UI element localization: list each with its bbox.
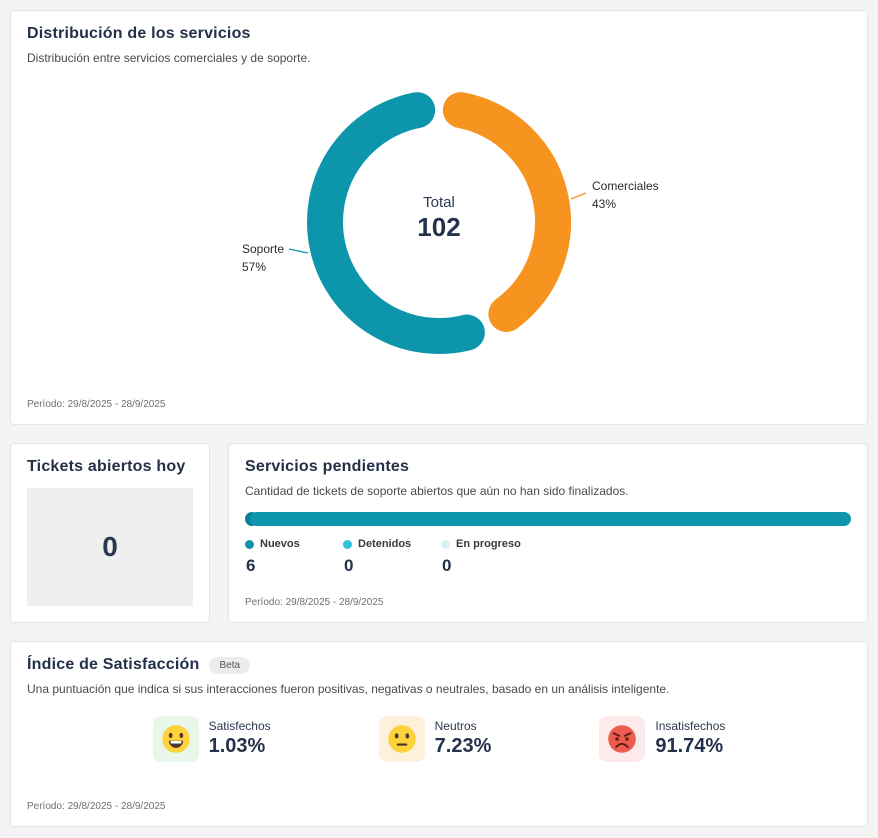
- pending-card-title: Servicios pendientes: [245, 458, 410, 475]
- donut-segment-comerciales: [442, 92, 571, 332]
- satisfied-emoji-box: [152, 716, 199, 762]
- services-donut-chart: Comerciales 43% Soporte 57% Total 102: [27, 65, 851, 399]
- neutros-label: Neutros: [434, 719, 477, 733]
- nuevos-label: Nuevos: [260, 538, 300, 550]
- pending-card: Servicios pendientes Cantidad de tickets…: [228, 443, 868, 623]
- satisfaction-stats: Satisfechos 1.03% Neutros 7.23%: [27, 716, 851, 762]
- pending-legend: Nuevos 6 Detenidos 0 En progreso: [245, 538, 851, 576]
- insatisfechos-value: 91.74%: [655, 735, 724, 757]
- donut-center-value: 102: [417, 212, 460, 242]
- pending-bar-chart: [245, 512, 851, 526]
- services-donut: Comerciales 43% Soporte 57% Total 102: [242, 92, 659, 354]
- insatisfechos-label: Insatisfechos: [655, 719, 726, 733]
- pending-period: Período: 29/8/2025 - 28/9/2025: [245, 597, 384, 608]
- angry-emoji-box: [599, 716, 646, 762]
- legend-item-nuevos: Nuevos 6: [245, 538, 343, 576]
- satisfaction-title-row: Índice de Satisfacción Beta: [27, 656, 851, 674]
- middle-row: Tickets abiertos hoy 0 Servicios pendien…: [10, 443, 868, 623]
- distribution-card-title: Distribución de los servicios: [27, 25, 251, 42]
- en-progreso-label: En progreso: [456, 538, 521, 550]
- detenidos-label: Detenidos: [358, 538, 412, 550]
- comerciales-value: 43%: [592, 197, 616, 211]
- satisfechos-label: Satisfechos: [208, 719, 271, 733]
- donut-arcs: [307, 92, 571, 354]
- satisfaction-card-title: Índice de Satisfacción: [27, 656, 200, 673]
- pending-card-subtitle: Cantidad de tickets de soporte abiertos …: [245, 484, 629, 498]
- donut-segment-soporte: [307, 92, 485, 354]
- satisfaction-card-subtitle: Una puntuación que indica si sus interac…: [27, 682, 670, 696]
- tickets-card: Tickets abiertos hoy 0: [10, 443, 210, 623]
- stat-satisfechos: Satisfechos 1.03%: [152, 716, 271, 762]
- angry-emoji-icon: [608, 725, 637, 753]
- soporte-label: Soporte: [242, 242, 284, 256]
- comerciales-label: Comerciales: [592, 179, 659, 193]
- stat-insatisfechos: Insatisfechos 91.74%: [599, 716, 725, 762]
- donut-center-label: Total: [423, 194, 455, 211]
- distribution-period: Período: 29/8/2025 - 28/9/2025: [27, 399, 166, 410]
- detenidos-value: 0: [344, 556, 354, 575]
- nuevos-dot-icon: [245, 539, 254, 549]
- en-progreso-value: 0: [442, 556, 452, 575]
- soporte-value: 57%: [242, 260, 266, 274]
- nuevos-value: 6: [246, 556, 256, 575]
- beta-badge: Beta: [209, 656, 251, 674]
- neutral-emoji-icon: [387, 725, 416, 753]
- satisfechos-value: 1.03%: [208, 735, 266, 757]
- satisfied-emoji-icon: [161, 725, 190, 753]
- soporte-connector: [288, 248, 309, 254]
- en-progreso-dot-icon: [441, 539, 450, 549]
- distribution-card: Distribución de los servicios Distribuci…: [10, 10, 868, 425]
- satisfaction-period: Período: 29/8/2025 - 28/9/2025: [27, 801, 166, 812]
- comerciales-connector: [570, 192, 587, 200]
- satisfaction-card: Índice de Satisfacción Beta Una puntuaci…: [10, 641, 868, 827]
- legend-item-detenidos: Detenidos 0: [343, 538, 441, 576]
- nuevos-bar: [250, 512, 851, 526]
- detenidos-dot-icon: [343, 539, 352, 549]
- tickets-count-box: 0: [27, 488, 193, 606]
- tickets-count-value: 0: [102, 531, 118, 562]
- tickets-card-title: Tickets abiertos hoy: [27, 458, 186, 475]
- neutros-value: 7.23%: [434, 735, 492, 757]
- distribution-card-subtitle: Distribución entre servicios comerciales…: [27, 51, 311, 65]
- neutral-emoji-box: [378, 716, 425, 762]
- legend-item-en-progreso: En progreso 0: [441, 538, 539, 576]
- stat-neutros: Neutros 7.23%: [378, 716, 492, 762]
